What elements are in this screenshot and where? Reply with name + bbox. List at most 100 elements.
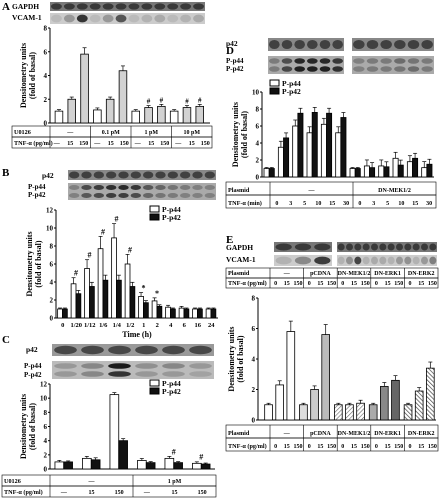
blot-band [118,171,129,179]
bar-E [414,390,424,421]
blot-strip [352,56,434,74]
y-tick-label: 8 [44,25,48,33]
table-cell: 15 [351,281,357,287]
blot-band [394,58,406,64]
table-cell: 0 [375,444,378,450]
bar-A [80,53,89,124]
blot-band [192,171,203,179]
blot-strip [50,13,205,24]
table-row-label: TNF-α (min) [228,200,262,207]
blot-band [155,193,166,198]
bar-A [54,110,64,124]
bar-pp44 [124,263,131,319]
bar-E [345,404,354,421]
y-tick-label: 4 [252,356,256,364]
bar-pp42 [268,168,275,178]
blot-band [76,14,88,23]
blot-band [319,66,331,72]
bar-pp42 [200,463,211,470]
chart-E: Plasmid — pCDNA DN-MEK1/2 DN-ERK1 DN-ERK2TNF-… [225,267,439,452]
y-axis-label: (fold of basal) [240,111,249,158]
bar-E [275,384,284,421]
y-tick-label: 4 [44,72,48,80]
bar-pp42 [62,308,68,319]
table-cell: 0 [308,444,311,450]
blot-band [281,58,293,64]
table-cell: 150 [115,490,124,496]
blot-band [51,14,62,23]
panel-C-label: C [2,334,10,346]
table-cell: DN-ERK2 [408,271,435,277]
blot-band [366,39,379,50]
legend-label: P-p44 [162,379,181,388]
blot-band [354,256,362,265]
table-row-label: TNF-α (pg/ml) [228,280,267,287]
table-row [225,437,439,452]
blot-band [421,39,433,50]
blot-strip [274,255,332,266]
x-tick-label: 1 [142,322,145,329]
blot-band [135,371,158,377]
blot-band [162,345,185,355]
blot-band [68,171,80,179]
blot-band [54,345,77,355]
blot-band [307,66,318,72]
bar-pp42 [118,440,128,470]
blot-band [115,14,127,23]
bar-pp42 [173,462,183,470]
x-tick-label: 0 [61,322,64,329]
blot-band [394,66,406,72]
bar-pp44 [263,168,270,178]
y-axis-label: (fold of basal) [236,335,245,382]
table-cell: 150 [327,444,336,450]
legend-label: P-p42 [162,213,181,222]
significance-marker: # [185,98,189,106]
bar-A [182,107,192,124]
blot-band [180,3,192,10]
blot-band [354,243,362,251]
blot-band [421,256,428,265]
bar-pp44 [306,132,313,178]
bar-E [264,404,273,421]
blot-band [81,345,104,355]
bar-pp42 [102,279,109,319]
blot-band [108,345,131,355]
table-cell: DN-ERK2 [408,431,435,437]
table-row-label: Plasmid [228,270,250,277]
blot-label-vcam1: VCAM-1 [226,255,256,264]
bar-pp42 [63,461,73,470]
blot-band [118,185,129,190]
bar-E [286,331,296,421]
table-cell: 150 [201,141,210,147]
y-tick-label: 2 [50,297,54,305]
table-cell: 15 [148,141,154,147]
blot-band [115,3,127,10]
blot-band [68,185,80,190]
blot-band [102,3,114,10]
blot-label-pp42: P-p42 [24,371,42,379]
blot-band [269,66,280,72]
table-cell: 30 [343,201,349,207]
table-cell: 150 [394,444,403,450]
blot-strip [337,255,437,266]
legend-label: P-p44 [162,205,181,214]
blot-band [346,256,353,265]
y-tick-label: 6 [256,123,260,131]
blot-label-pp42: P-p42 [226,65,244,73]
x-tick-label: 2 [156,322,159,329]
table-cell: DN-MEK1/2 [338,271,371,277]
table-cell: 0.1 pM [102,130,120,136]
blot-label-gapdh: GAPDH [226,243,253,252]
bar-pp44 [57,308,63,319]
blot-strip [337,242,437,252]
bar-pp42 [210,308,217,319]
bar-pp44 [192,308,198,319]
blot-band [192,193,203,198]
table-row-label: TNF-α (pg/ml) [14,140,53,147]
y-tick-label: 2 [256,157,260,165]
y-axis-label: (fold of basal) [28,403,37,450]
blot-band [89,3,101,10]
bar-pp44 [70,283,77,319]
bar-pp42 [426,163,433,178]
legend-swatch-pp42 [149,387,160,395]
